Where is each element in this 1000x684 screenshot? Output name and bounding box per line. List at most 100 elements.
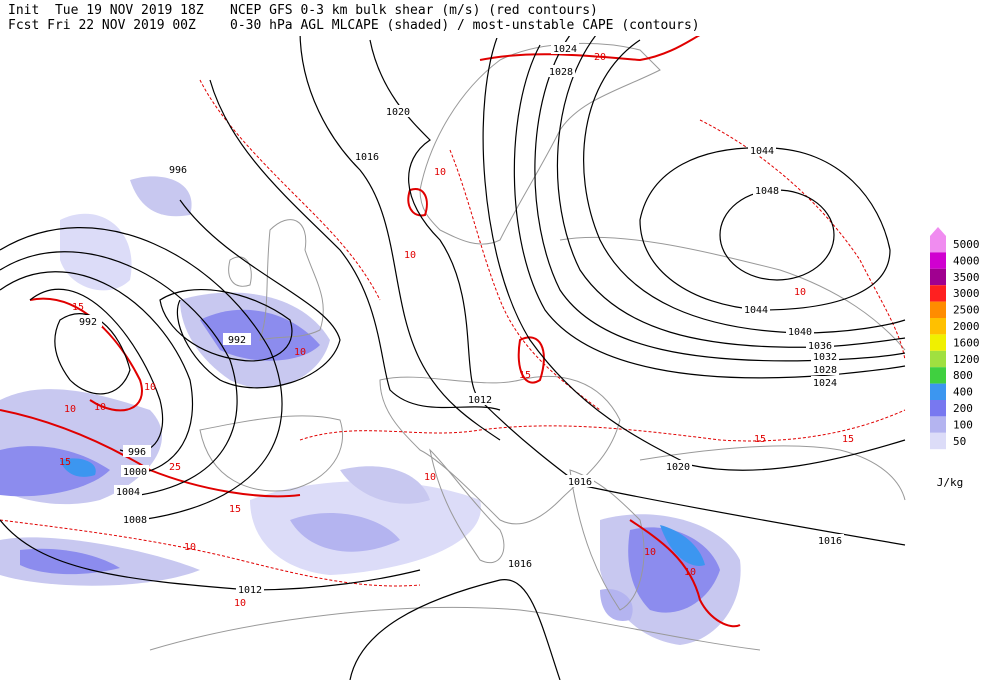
isobar-label: 992 (79, 317, 97, 328)
isobar-label: 1044 (750, 146, 774, 157)
isobar-label-bg (121, 513, 149, 525)
isobar-label-bg (121, 465, 149, 477)
legend-label: 3000 (953, 287, 980, 300)
isobar-label-bg (816, 534, 844, 546)
isobar-label: 1028 (813, 365, 837, 376)
legend-swatch (930, 334, 946, 351)
isobar-label-bg (566, 475, 594, 487)
isobar-label-bg (742, 303, 770, 315)
isobar-label-bg (811, 363, 839, 375)
forecast-time: Fcst Fri 22 NOV 2019 00Z (8, 18, 196, 33)
legend-swatch (930, 285, 946, 302)
isobar-label: 992 (228, 335, 246, 346)
shear-label: 10 (644, 547, 656, 558)
isobar-label-bg (786, 325, 814, 337)
legend-label: 800 (953, 369, 973, 382)
shear-label: 10 (424, 472, 436, 483)
isobar-label-bg (466, 393, 494, 405)
shear-label: 15 (754, 434, 766, 445)
legend-label: 400 (953, 386, 973, 399)
isobar-label: 1020 (386, 107, 410, 118)
legend-label: 200 (953, 402, 973, 415)
legend-swatch (930, 383, 946, 400)
isobar-label-bg (547, 65, 575, 77)
isobar-label: 1036 (808, 341, 832, 352)
shear-contours (0, 34, 906, 628)
shear-label: 10 (404, 250, 416, 261)
init-time: Init Tue 19 NOV 2019 18Z (8, 3, 204, 18)
shear-label: 15 (842, 434, 854, 445)
legend-label: 3500 (953, 271, 980, 284)
shear-label: 10 (294, 347, 306, 358)
isobar-label-bg (506, 557, 534, 569)
legend-label: 2000 (953, 320, 980, 333)
isobar-label-bg (353, 150, 381, 162)
legend-label: 5000 (953, 238, 980, 251)
legend-label: 1600 (953, 336, 980, 349)
isobar-label-bg (753, 184, 781, 196)
shear-label: 25 (169, 462, 181, 473)
legend-label: 2500 (953, 304, 980, 317)
legend-units: J/kg (937, 476, 964, 489)
shear-label: 15 (72, 302, 84, 313)
legend-swatch (930, 252, 946, 269)
shear-label: 15 (519, 370, 531, 381)
shear-label: 10 (184, 542, 196, 553)
isobar-label: 1016 (818, 536, 842, 547)
legend-swatch (930, 318, 946, 335)
isobar-label-bg (811, 376, 839, 388)
isobar-label-bg (236, 583, 264, 595)
isobar-label: 996 (128, 447, 146, 458)
isobar-label: 1048 (755, 186, 779, 197)
legend-swatch (930, 350, 946, 368)
isobar-label-bg (74, 315, 102, 327)
isobar-label-bg (123, 445, 151, 457)
header-band (0, 0, 990, 36)
isobar-label: 1028 (549, 67, 573, 78)
isobar-label: 1008 (123, 515, 147, 526)
isobar-label: 1016 (508, 559, 532, 570)
legend-label: 50 (953, 435, 966, 448)
title-cape: 0-30 hPa AGL MLCAPE (shaded) / most-unst… (230, 18, 700, 33)
shear-label: 10 (94, 402, 106, 413)
legend-label: 100 (953, 418, 973, 431)
isobar-label: 1044 (744, 305, 768, 316)
shear-label: 20 (594, 52, 606, 63)
isobar-label: 1012 (238, 585, 262, 596)
legend-swatch (930, 301, 946, 318)
isobars (0, 29, 906, 681)
isobar-label: 1024 (553, 44, 577, 55)
isobar-label: 1000 (123, 467, 147, 478)
legend-swatch (930, 236, 946, 253)
isobar-label: 1020 (666, 462, 690, 473)
legend-arrow (930, 227, 946, 236)
legend-swatch (930, 400, 946, 417)
shear-label: 10 (434, 167, 446, 178)
legend-swatch (930, 367, 946, 384)
shear-label: 15 (59, 457, 71, 468)
isobar-label: 996 (169, 165, 187, 176)
shear-label: 10 (64, 404, 76, 415)
isobar-label-bg (811, 350, 839, 362)
isobar-label: 1024 (813, 378, 837, 389)
isobar-label: 1012 (468, 395, 492, 406)
isobar-label-bg (551, 42, 579, 54)
shear-label: 10 (234, 598, 246, 609)
isobar-label: 1016 (568, 477, 592, 488)
isobar-label-bg (164, 163, 192, 175)
shear-label: 10 (794, 287, 806, 298)
legend-label: 4000 (953, 254, 980, 267)
isobar-label-bg (664, 460, 692, 472)
legend: 5000 4000 3500 3000 2500 2000 1600 1200 800 400 20… (930, 227, 980, 489)
shear-label: 15 (229, 504, 241, 515)
title-shear: NCEP GFS 0-3 km bulk shear (m/s) (red co… (230, 3, 598, 18)
isobar-label: 1016 (355, 152, 379, 163)
shear-label: 10 (684, 567, 696, 578)
legend-swatch (930, 416, 946, 433)
shear-label: 10 (144, 382, 156, 393)
labels: 996 992 992 996 1000 1004 1008 1012 1016 1016 1016… (59, 26, 854, 609)
legend-swatch (930, 432, 946, 450)
isobar-label: 1032 (813, 352, 837, 363)
legend-label: 1200 (953, 353, 980, 366)
